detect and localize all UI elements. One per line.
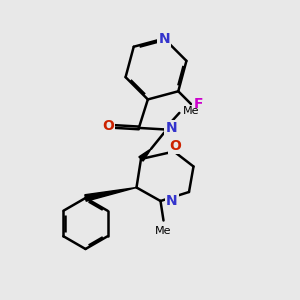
Polygon shape (85, 188, 136, 201)
Polygon shape (139, 149, 151, 161)
Text: O: O (169, 139, 181, 152)
Text: N: N (166, 121, 178, 135)
Text: Me: Me (155, 226, 172, 236)
Text: F: F (194, 97, 203, 111)
Text: N: N (158, 32, 170, 46)
Text: N: N (166, 194, 178, 208)
Text: Me: Me (183, 106, 200, 116)
Text: O: O (102, 119, 114, 134)
